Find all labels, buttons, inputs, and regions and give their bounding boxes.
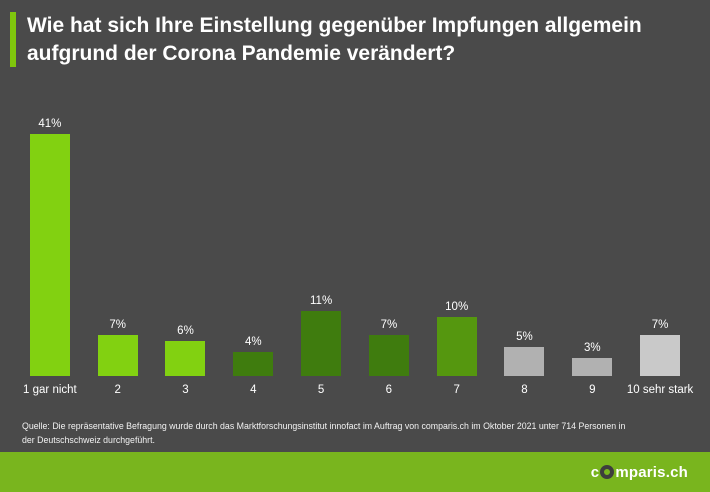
x-axis-label: 5 bbox=[317, 384, 325, 396]
bar-column: 11% bbox=[287, 295, 355, 376]
bar-value-label: 5% bbox=[516, 330, 533, 343]
bar-column: 5% bbox=[491, 330, 559, 376]
bar-column: 3% bbox=[558, 342, 626, 376]
bar-column: 10% bbox=[423, 301, 491, 376]
bar-column: 7% bbox=[355, 319, 423, 376]
bar-value-label: 7% bbox=[380, 318, 398, 331]
bar-value-label: 10% bbox=[445, 301, 469, 313]
logo-ring-icon bbox=[600, 465, 615, 479]
bar bbox=[29, 134, 70, 376]
bar-chart: 41% 7% 6% 4% 11% 7% 10% 5% 3% 7% 1 gar nicht 2 3 4 5 6… bbox=[16, 108, 694, 398]
bar bbox=[504, 346, 545, 376]
bar bbox=[301, 311, 342, 376]
bar-column: 41% bbox=[16, 118, 84, 376]
bar-value-label: 41% bbox=[38, 118, 62, 131]
x-axis-label: 1 gar nicht bbox=[23, 384, 77, 396]
bar-column: 7% bbox=[84, 319, 152, 376]
bar bbox=[97, 334, 138, 376]
bar-value-label: 7% bbox=[109, 318, 126, 331]
bar-value-label: 7% bbox=[651, 318, 669, 331]
bar bbox=[233, 352, 274, 376]
source-note: Quelle: Die repräsentative Befragung wur… bbox=[22, 421, 626, 445]
bar-value-label: 11% bbox=[310, 295, 333, 308]
comparis-logo: c mparis.ch bbox=[591, 464, 688, 481]
bar-column: 6% bbox=[152, 325, 220, 376]
bar-value-label: 3% bbox=[583, 342, 601, 355]
bar bbox=[640, 334, 681, 376]
x-axis-label: 7 bbox=[453, 384, 460, 396]
footer-band: c mparis.ch bbox=[0, 452, 710, 492]
bar-column: 7% bbox=[626, 319, 694, 376]
x-axis-label: 4 bbox=[250, 384, 257, 396]
bar bbox=[368, 334, 409, 376]
x-axis-label: 2 bbox=[114, 384, 121, 396]
logo-text-suffix: mparis.ch bbox=[615, 463, 688, 481]
x-axis-label: 6 bbox=[385, 384, 393, 396]
bars-row: 41% 7% 6% 4% 11% 7% 10% 5% 3% 7% bbox=[16, 108, 694, 376]
bar-column: 4% bbox=[219, 336, 287, 376]
x-labels-row: 1 gar nicht 2 3 4 5 6 7 8 9 10 sehr stark bbox=[16, 376, 694, 398]
x-axis-label: 9 bbox=[589, 384, 596, 396]
bar-value-label: 6% bbox=[177, 324, 194, 337]
bar bbox=[165, 340, 206, 376]
x-axis-label: 3 bbox=[182, 384, 189, 396]
logo-text-prefix: c bbox=[590, 463, 600, 481]
page-title-line2: aufgrund der Corona Pandemie verändert? bbox=[27, 41, 456, 65]
bar-value-label: 4% bbox=[244, 336, 262, 349]
x-axis-label: 8 bbox=[521, 384, 528, 396]
bar bbox=[436, 317, 477, 376]
x-axis-label: 10 sehr stark bbox=[626, 384, 694, 396]
bar bbox=[572, 358, 613, 376]
page-title: Wie hat sich Ihre Einstellung gegenüber … bbox=[10, 12, 698, 68]
page-title-line1: Wie hat sich Ihre Einstellung gegenüber … bbox=[27, 14, 642, 37]
